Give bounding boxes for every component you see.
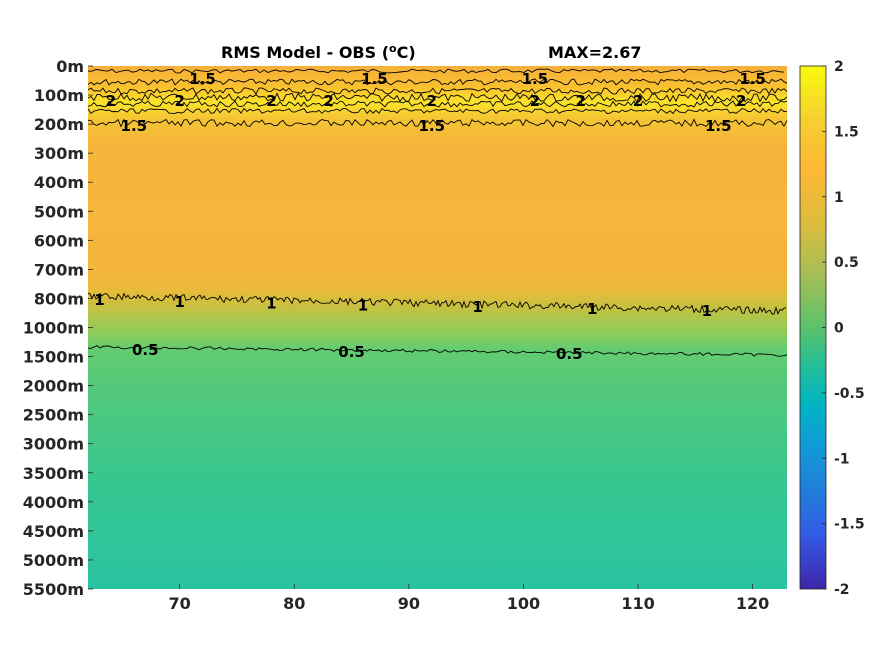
x-tick-label: 80: [283, 594, 305, 613]
y-tick-label: 1500m: [23, 348, 84, 367]
y-tick-label: 400m: [34, 173, 84, 192]
y-tick-label: 5500m: [23, 580, 84, 599]
contour-label: 1.5: [705, 117, 732, 135]
contour-label: 1.5: [121, 117, 148, 135]
y-tick-label: 3500m: [23, 464, 84, 483]
contour-label: 1: [702, 302, 712, 320]
x-tick-label: 90: [398, 594, 420, 613]
colorbar-tick-label: 0: [834, 321, 844, 337]
contour-label: 2: [106, 92, 116, 110]
contour-line: [87, 100, 788, 108]
x-tick-label: 110: [621, 594, 654, 613]
contour-label: 2: [633, 92, 643, 110]
contour-label: 1: [472, 298, 482, 316]
y-tick-label: 5000m: [23, 551, 84, 570]
x-tick-label: 100: [507, 594, 540, 613]
contour-line: [87, 68, 785, 74]
contour-label: 1.5: [361, 70, 388, 88]
contour-labels: 2 2 2 2 2 2 2 2 21.51.5 1.51.51.51.51.51 1 1 1 1 1 10.5…: [94, 70, 766, 363]
y-tick-label: 800m: [34, 289, 84, 308]
y-tick-label: 2500m: [23, 406, 84, 425]
y-tick-label: 700m: [34, 260, 84, 279]
y-tick-label: 600m: [34, 231, 84, 250]
y-tick-label: 4000m: [23, 493, 84, 512]
contour-label: 2: [576, 92, 586, 110]
x-tick-label: 120: [736, 594, 769, 613]
y-tick-label: 1000m: [23, 319, 84, 338]
y-tick-label: 100m: [34, 86, 84, 105]
contour-line: [87, 78, 788, 86]
contour-line: [87, 87, 788, 95]
contour-line: [87, 118, 788, 128]
contour-label: 0.5: [338, 343, 365, 361]
contour-label: 1.5: [189, 70, 216, 88]
colorbar-tick-label: 1.5: [834, 124, 859, 140]
max-label: MAX=2.67: [548, 43, 642, 62]
y-axis-ticks: 0m 100m 200m 300m 400m 500m 600m 700m 800m 1000m 1…: [23, 57, 93, 599]
y-tick-label: 3000m: [23, 435, 84, 454]
contour-line: [87, 107, 788, 115]
contour-label: 2: [266, 92, 276, 110]
contour-lines: [87, 68, 788, 357]
y-tick-label: 0m: [56, 57, 84, 76]
contour-label: 2: [530, 92, 540, 110]
colorbar-tick-label: -0.5: [834, 386, 865, 402]
colorbar-tick-label: -1: [834, 451, 850, 467]
contour-label: 2: [323, 92, 333, 110]
contour-label: 2: [174, 92, 184, 110]
y-tick-label: 200m: [34, 115, 84, 134]
contour-label: 2: [427, 92, 437, 110]
contour-label: 1: [358, 296, 368, 314]
colorbar: [799, 65, 827, 590]
contour-label: 1: [94, 291, 104, 309]
colorbar-ticks: 2 1.5 1 0.5 0 -0.5 -1 -1.5 -2: [822, 59, 865, 598]
contour-label: 1.5: [418, 117, 445, 135]
y-tick-label: 500m: [34, 202, 84, 221]
y-tick-label: 4500m: [23, 522, 84, 541]
contour-label: 0.5: [556, 345, 583, 363]
x-axis-ticks: 70 80 90 100 110 120: [169, 584, 769, 613]
colorbar-tick-label: 0.5: [834, 255, 859, 271]
x-tick-label: 70: [169, 594, 191, 613]
y-tick-label: 2000m: [23, 377, 84, 396]
colorbar-tick-label: 2: [834, 59, 844, 75]
colorbar-tick-label: -1.5: [834, 517, 865, 533]
contour-line: [87, 92, 788, 103]
chart-title: RMS Model - OBS (oC): [221, 42, 416, 62]
y-tick-label: 300m: [34, 144, 84, 163]
contour-line: [87, 292, 787, 316]
contour-label: 1: [587, 300, 597, 318]
contour-label: 1.5: [739, 70, 766, 88]
contour-label: 1: [266, 295, 276, 313]
contour-label: 1: [174, 293, 184, 311]
contour-label: 1.5: [522, 70, 549, 88]
contour-label: 2: [736, 92, 746, 110]
heatmap-field: [88, 66, 787, 589]
contour-label: 0.5: [132, 341, 159, 359]
colorbar-tick-label: 1: [834, 190, 844, 206]
colorbar-tick-label: -2: [834, 582, 850, 598]
contour-line: [87, 345, 788, 357]
